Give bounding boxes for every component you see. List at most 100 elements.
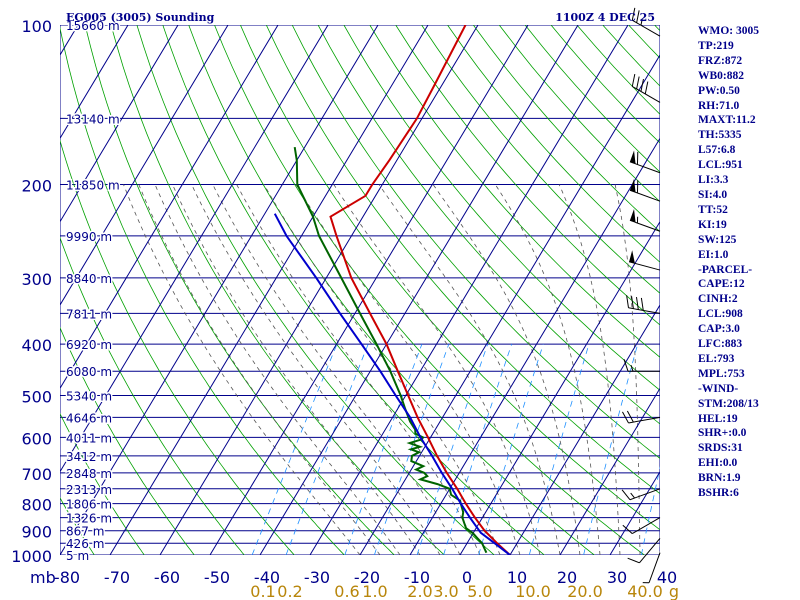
height-label: 426 m bbox=[66, 537, 104, 551]
index-line: PW:0.50 bbox=[698, 84, 740, 97]
isotherm--130 bbox=[60, 25, 129, 140]
dry-adiabat-280 bbox=[136, 25, 495, 555]
wind-barb-full bbox=[636, 76, 640, 90]
isotherm-0 bbox=[459, 220, 660, 555]
index-line: SHR+:0.0 bbox=[698, 427, 747, 440]
mixing-ratio-line-10 bbox=[528, 343, 590, 555]
index-line: MPL:753 bbox=[698, 367, 745, 380]
index-line: SRDS:31 bbox=[698, 442, 743, 455]
moist-adiabat-12 bbox=[295, 184, 521, 555]
moist-adiabat-4 bbox=[236, 184, 481, 555]
isotherm--100 bbox=[60, 25, 279, 390]
pressure-label: 400 bbox=[21, 336, 52, 355]
wind-barb-half bbox=[630, 365, 634, 372]
isotherm--110 bbox=[60, 25, 229, 306]
pressure-label: 100 bbox=[21, 17, 52, 36]
index-line: HEL:19 bbox=[698, 412, 738, 425]
height-label: 7811 m bbox=[66, 307, 112, 321]
moist-adiabat--8 bbox=[172, 184, 421, 555]
isotherm-10 bbox=[509, 304, 660, 555]
wind-barb bbox=[629, 209, 661, 232]
wind-barb-flag bbox=[629, 209, 636, 223]
wind-barb-staff bbox=[629, 488, 661, 501]
temperature-label: -30 bbox=[304, 568, 330, 587]
dry-adiabat-370 bbox=[369, 25, 660, 358]
index-line: LFC:883 bbox=[698, 338, 743, 351]
wind-barb-full bbox=[635, 296, 639, 310]
index-line: EL:793 bbox=[698, 352, 735, 365]
temperature-label: -80 bbox=[54, 568, 80, 587]
wind-barb bbox=[621, 488, 661, 501]
mixing-ratio-label: 2.0 bbox=[407, 582, 432, 600]
temperature-label: -10 bbox=[404, 568, 430, 587]
moist-adiabat--20 bbox=[123, 184, 361, 555]
mixing-ratio-line-0.2 bbox=[285, 343, 369, 555]
pressure-label: 600 bbox=[21, 429, 52, 448]
isotherm-20 bbox=[559, 387, 660, 555]
dry-adiabat-250 bbox=[60, 26, 345, 555]
wind-barb-full bbox=[621, 489, 631, 501]
mixing-ratio-label: 0.6 bbox=[334, 582, 359, 600]
wind-barb-full bbox=[631, 296, 634, 309]
temperature-label: 0 bbox=[462, 568, 472, 587]
moist-adiabat--12 bbox=[154, 184, 401, 555]
mixing-ratio-line-5 bbox=[478, 343, 544, 555]
isotherm--60 bbox=[159, 25, 479, 555]
dry-adiabat-360 bbox=[343, 25, 660, 391]
pressure-label: 500 bbox=[21, 387, 52, 406]
wind-barb-full bbox=[640, 297, 644, 311]
height-label: 8840 m bbox=[66, 272, 112, 286]
index-line: SW:125 bbox=[698, 233, 737, 246]
wind-barb-flag bbox=[629, 150, 636, 164]
wind-barb-staff bbox=[639, 537, 661, 564]
mixing-ratio-line-0.1 bbox=[251, 343, 338, 555]
wind-barb bbox=[623, 359, 660, 372]
dry-adiabat-380 bbox=[395, 25, 660, 326]
temperature-label: 20 bbox=[557, 568, 577, 587]
mixing-ratio-label: 5.0 bbox=[467, 582, 492, 600]
index-line: CINH:2 bbox=[698, 293, 738, 306]
height-label: 2848 m bbox=[66, 467, 112, 481]
moist-adiabat-8 bbox=[263, 184, 501, 555]
index-line: EI:1.0 bbox=[698, 248, 729, 261]
wind-barb-staff bbox=[629, 219, 661, 232]
index-line: TT:52 bbox=[698, 203, 728, 216]
height-label: 9990 m bbox=[66, 230, 112, 244]
temperature-label: 10 bbox=[507, 568, 527, 587]
wind-barb-staff bbox=[648, 552, 661, 583]
temperature-label: -20 bbox=[354, 568, 380, 587]
temperature-label: 30 bbox=[607, 568, 627, 587]
height-label: 5340 m bbox=[66, 389, 112, 403]
height-label: 13140 m bbox=[66, 112, 120, 126]
mixing-ratio-label: 20.0 bbox=[567, 582, 603, 600]
index-line: LCL:908 bbox=[698, 308, 743, 321]
wind-barb-full bbox=[626, 410, 634, 423]
wind-barb-staff bbox=[629, 189, 661, 202]
index-line: WB0:882 bbox=[698, 69, 744, 82]
dry-adiabat-260 bbox=[84, 25, 395, 555]
dewpoint-profile bbox=[293, 146, 488, 554]
parcel-profile bbox=[273, 213, 511, 555]
dry-adiabat-330 bbox=[265, 25, 660, 495]
time-label: 1100Z 4 DEC 25 bbox=[555, 11, 655, 24]
pressure-label: 700 bbox=[21, 465, 52, 484]
isotherm--90 bbox=[60, 25, 329, 473]
height-label: 1806 m bbox=[66, 498, 112, 512]
mixing-ratio-line-20 bbox=[583, 343, 639, 555]
height-label: 5 m bbox=[66, 549, 89, 563]
mixing-ratio-layer bbox=[251, 343, 660, 555]
mixing-ratio-label: 1.0 bbox=[362, 582, 387, 600]
dry-adiabat-350 bbox=[317, 25, 660, 425]
moist-adiabat-36 bbox=[614, 184, 641, 555]
dry-adiabat-320 bbox=[240, 25, 660, 531]
station-title: EG005 (3005) Sounding bbox=[66, 11, 215, 24]
index-line: TH:5335 bbox=[698, 129, 742, 142]
temperature-profile bbox=[329, 25, 511, 555]
dry-adiabat-290 bbox=[162, 25, 545, 555]
indices-panel: WMO: 3005 TP:219 FRZ:872 WB0:882 PW:0.50 RH:7… bbox=[698, 24, 798, 501]
isotherm--80 bbox=[60, 25, 379, 555]
mixing-ratio-label: g bbox=[669, 582, 679, 600]
index-line: STM:208/13 bbox=[698, 397, 759, 410]
wind-barbs-layer bbox=[621, 7, 661, 584]
